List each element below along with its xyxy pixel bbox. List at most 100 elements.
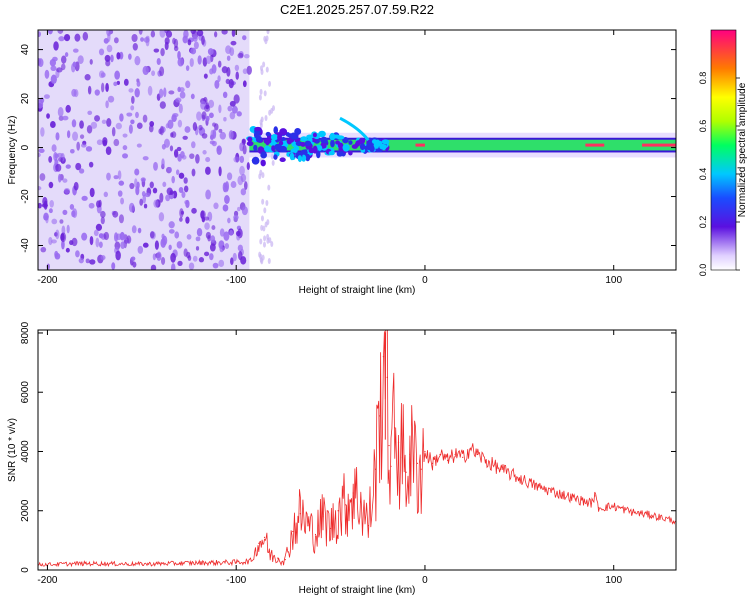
- turbulence-blob: [265, 131, 271, 137]
- noise-speckle: [226, 172, 233, 181]
- noise-speckle: [226, 66, 231, 77]
- noise-speckle: [58, 36, 65, 42]
- noise-speckle: [226, 55, 231, 61]
- noise-speckle: [197, 55, 202, 65]
- noise-speckle: [114, 70, 121, 80]
- noise-speckle: [196, 227, 203, 237]
- snr-data-point: [397, 441, 400, 444]
- noise-speckle: [107, 95, 115, 103]
- noise-speckle: [50, 65, 57, 71]
- noise-speckle: [169, 190, 174, 195]
- snr-data-point: [454, 453, 456, 456]
- noise-speckle: [203, 73, 208, 79]
- spectrogram-x-label: Height of straight line (km): [299, 285, 416, 296]
- noise-speckle: [86, 125, 93, 134]
- colorbar-ticks: 0.0 0.2 0.4 0.6 0.8: [698, 72, 740, 276]
- noise-speckle: [149, 231, 155, 239]
- turbulence-blob: [264, 145, 271, 153]
- noise-speckle: [130, 119, 135, 125]
- noise-speckle: [209, 243, 216, 252]
- turbulence-blob: [255, 135, 263, 143]
- noise-speckle: [81, 195, 88, 201]
- snr-data-point: [590, 502, 592, 504]
- noise-speckle: [229, 229, 234, 236]
- noise-speckle: [230, 257, 234, 265]
- noise-speckle: [203, 216, 210, 221]
- noise-speckle: [175, 169, 180, 176]
- noise-speckle: [132, 261, 137, 268]
- noise-speckle: [134, 178, 138, 188]
- snr-data-point: [499, 468, 502, 470]
- snr-data-point: [518, 477, 520, 479]
- noise-speckle: [188, 262, 195, 270]
- noise-speckle: [185, 65, 190, 71]
- noise-speckle: [39, 173, 46, 181]
- noise-speckle: [87, 110, 93, 115]
- noise-speckle: [152, 187, 158, 194]
- noise-speckle: [176, 146, 182, 152]
- noise-speckle: [162, 235, 168, 246]
- noise-speckle: [47, 30, 53, 35]
- turbulence-blob: [294, 127, 302, 136]
- turbulence-blob: [330, 139, 335, 148]
- noise-speckle: [179, 217, 183, 222]
- noise-speckle: [57, 173, 62, 183]
- snr-x-label: Height of straight line (km): [299, 585, 416, 596]
- noise-speckle: [182, 35, 188, 44]
- noise-speckle: [228, 130, 234, 140]
- snr-data-point: [141, 563, 143, 565]
- turbulence-blob: [359, 143, 366, 151]
- noise-speckle: [57, 107, 64, 117]
- noise-speckle: [233, 214, 239, 220]
- noise-speckle: [78, 168, 85, 174]
- noise-speckle: [198, 257, 205, 263]
- noise-speckle: [119, 113, 124, 122]
- noise-speckle: [72, 131, 79, 142]
- noise-speckle: [232, 252, 237, 262]
- noise-speckle: [131, 225, 137, 234]
- noise-speckle: [228, 78, 234, 89]
- noise-speckle: [217, 60, 222, 68]
- noise-speckle: [182, 135, 188, 140]
- turbulence-blob: [270, 134, 279, 141]
- snr-data-point: [462, 456, 464, 459]
- snr-data-point: [447, 459, 449, 461]
- noise-speckle: [218, 166, 222, 177]
- turbulence-blob: [320, 136, 328, 144]
- turbulence-blob: [273, 154, 278, 160]
- faint-speckle: [262, 61, 266, 68]
- turbulence-blob: [381, 139, 390, 145]
- noise-speckle: [49, 200, 54, 208]
- noise-speckle: [153, 199, 159, 208]
- noise-speckle: [191, 168, 196, 177]
- noise-speckle: [179, 91, 186, 99]
- noise-speckle: [229, 100, 236, 107]
- x-tick-label: -200: [37, 575, 57, 586]
- noise-speckle: [205, 115, 210, 122]
- noise-speckle: [131, 33, 138, 43]
- noise-speckle: [101, 119, 107, 125]
- noise-speckle: [38, 58, 42, 66]
- noise-speckle: [156, 58, 161, 66]
- noise-speckle: [178, 186, 184, 194]
- noise-speckle: [219, 245, 224, 253]
- noise-speckle: [202, 150, 207, 155]
- noise-speckle: [128, 202, 135, 213]
- noise-speckle: [48, 237, 53, 246]
- snr-data-point: [469, 447, 471, 450]
- noise-speckle: [195, 236, 201, 242]
- noise-speckle: [57, 30, 64, 34]
- noise-speckle: [175, 97, 182, 103]
- faint-speckle: [260, 224, 264, 231]
- turbulence-blob: [286, 137, 292, 145]
- y-tick-label: 8000: [20, 321, 31, 344]
- noise-speckle: [42, 196, 48, 206]
- noise-speckle: [62, 209, 68, 216]
- x-tick-label: -100: [226, 575, 246, 586]
- noise-speckle: [84, 74, 91, 81]
- noise-speckle: [180, 151, 185, 159]
- noise-speckle: [94, 89, 100, 96]
- noise-speckle: [94, 115, 101, 122]
- noise-speckle: [122, 145, 128, 151]
- noise-speckle: [59, 219, 64, 224]
